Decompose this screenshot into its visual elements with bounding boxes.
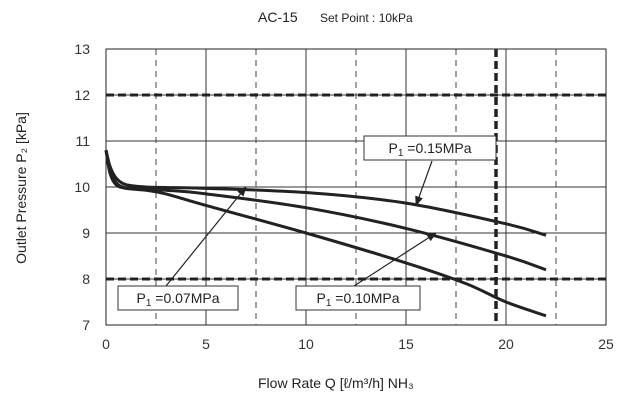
series-line-1	[104, 149, 547, 237]
y-tick-label: 9	[82, 225, 90, 241]
reference-lines	[106, 49, 606, 325]
annotation-box	[295, 285, 421, 311]
series-line-2	[104, 149, 547, 272]
plot-frame	[105, 48, 607, 326]
annotation-box	[363, 135, 497, 161]
series-line-3	[104, 149, 547, 318]
y-tick-label: 12	[74, 87, 90, 103]
x-tick-label: 10	[298, 336, 314, 352]
y-tick-label: 10	[74, 179, 90, 195]
x-tick-label: 5	[202, 336, 210, 352]
annotation-box	[117, 285, 239, 311]
y-tick-label: 13	[74, 41, 90, 57]
y-tick-label: 8	[82, 271, 90, 287]
x-tick-label: 25	[598, 336, 614, 352]
annotation-arrow	[415, 160, 433, 207]
chart-title: AC-15	[258, 9, 298, 25]
x-tick-label: 15	[398, 336, 414, 352]
annotation-label: P1 =0.10MPa	[316, 290, 399, 309]
x-axis-label: Flow Rate Q [ℓ/m³/h] NH₃	[258, 375, 414, 391]
annotation-arrow	[165, 186, 247, 287]
y-tick-label: 7	[82, 317, 90, 333]
series-group	[104, 149, 547, 318]
x-tick-label: 0	[102, 336, 110, 352]
y-axis-label: Outlet Pressure P₂ [kPa]	[13, 112, 29, 264]
chart-subtitle: Set Point : 10kPa	[320, 11, 413, 25]
annotation-label: P1 =0.15MPa	[388, 140, 471, 159]
annotation-arrow	[353, 232, 437, 287]
annotation-label: P1 =0.07MPa	[136, 290, 219, 309]
x-tick-label: 20	[498, 336, 514, 352]
tick-labels: 0 5 10 15 20 25 7 8 9 10 11 12 13	[74, 41, 614, 352]
annotations: P1 =0.15MPa P1 =0.07MPa P1 =0.10MPa	[117, 135, 497, 311]
y-tick-label: 11	[75, 133, 90, 149]
